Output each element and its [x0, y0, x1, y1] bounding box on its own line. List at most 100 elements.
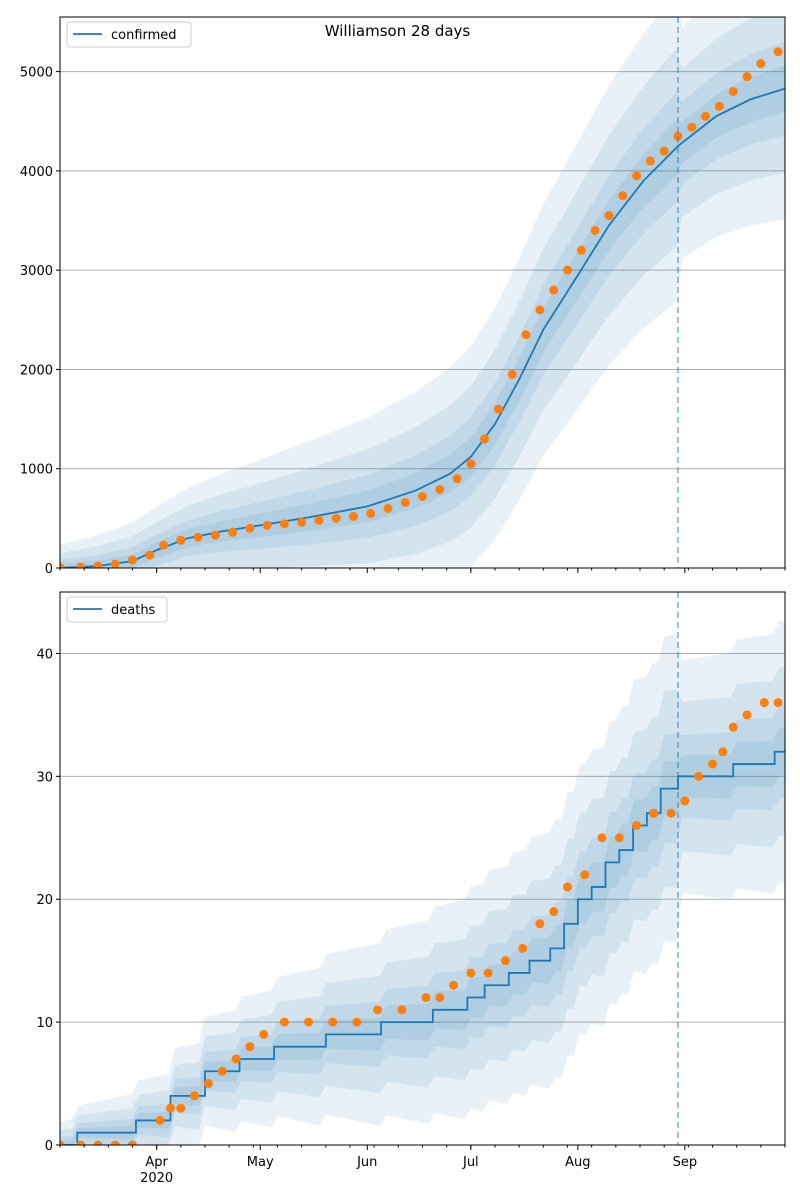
data-point: [449, 980, 459, 990]
data-point: [728, 722, 738, 732]
data-point: [687, 122, 697, 132]
data-point: [493, 404, 503, 414]
data-point: [145, 550, 155, 560]
data-point: [314, 515, 324, 525]
data-point: [618, 191, 628, 201]
data-point: [366, 508, 376, 518]
data-point: [76, 1140, 86, 1145]
data-point: [245, 1042, 255, 1052]
data-point: [259, 1029, 269, 1039]
uncertainty-band: [60, 667, 785, 1145]
x-tick-label: Aug: [565, 1155, 590, 1170]
data-point: [759, 698, 769, 708]
plot-area: [60, 17, 785, 568]
y-tick-label: 5000: [20, 66, 53, 81]
data-point: [773, 47, 783, 57]
data-point: [694, 771, 704, 781]
data-point: [60, 1140, 65, 1145]
data-point: [580, 870, 590, 880]
data-point: [549, 907, 559, 917]
y-tick-label: 20: [36, 893, 53, 908]
data-point: [452, 474, 462, 484]
data-point: [231, 1054, 241, 1064]
data-point: [93, 561, 103, 568]
series-line-confirmed: [60, 87, 785, 568]
data-point: [210, 530, 220, 540]
data-point: [76, 562, 86, 568]
data-point: [328, 1017, 338, 1027]
data-point: [614, 833, 624, 843]
data-point: [245, 523, 255, 533]
data-point: [535, 919, 545, 929]
legend-label: deaths: [111, 603, 156, 618]
data-point: [400, 497, 410, 507]
data-point: [421, 993, 431, 1003]
data-point: [563, 265, 572, 275]
data-point: [217, 1066, 227, 1076]
data-point: [666, 808, 676, 818]
data-point: [297, 517, 307, 527]
data-point: [228, 527, 238, 537]
plot-area: [60, 620, 785, 1145]
uncertainty-band: [60, 704, 785, 1145]
data-point: [110, 1140, 120, 1145]
data-point: [155, 1115, 165, 1125]
data-point: [518, 943, 528, 953]
y-tick-label: 3000: [20, 264, 53, 279]
y-tick-label: 10: [36, 1016, 53, 1031]
x-tick-label: Sep: [673, 1155, 698, 1170]
data-point: [563, 882, 572, 892]
data-point: [110, 559, 120, 568]
data-point: [632, 171, 642, 181]
data-point: [466, 968, 476, 978]
deaths-panel: 0 10 20 30 40 Apr May Jun Jul Aug Sep 2020 deaths: [36, 591, 786, 1186]
data-point: [159, 540, 169, 550]
data-point: [165, 1103, 175, 1113]
data-point: [190, 1091, 200, 1101]
uncertainty-band: [60, 17, 785, 568]
data-point: [331, 513, 341, 523]
data-point: [701, 111, 711, 121]
legend: deaths: [66, 596, 168, 623]
data-point: [590, 225, 600, 235]
data-point: [304, 1017, 314, 1027]
y-tick-label: 0: [45, 562, 53, 577]
data-point: [480, 434, 490, 444]
y-tick-label: 0: [45, 1139, 53, 1154]
confirmed-panel: 0 1000 2000 3000 4000 5000 Williamson 28 days c…: [20, 16, 786, 577]
legend: confirmed: [66, 21, 192, 48]
data-point: [383, 503, 393, 513]
data-point: [576, 245, 586, 255]
series-line-deaths: [60, 750, 785, 1145]
data-point: [279, 519, 289, 529]
data-point: [756, 59, 766, 69]
legend-box: [66, 21, 192, 48]
legend-label: confirmed: [111, 28, 177, 43]
uncertainty-band: [60, 65, 785, 568]
y-tick-label: 4000: [20, 165, 53, 180]
data-point: [193, 532, 203, 542]
y-tick-label: 30: [36, 770, 53, 785]
data-point: [352, 1017, 362, 1027]
data-point: [176, 535, 186, 545]
data-point: [645, 156, 655, 166]
x-tick-label: Apr: [145, 1155, 168, 1170]
data-point: [128, 555, 137, 565]
x-tick-label: May: [247, 1155, 274, 1170]
data-point: [549, 285, 559, 295]
data-point: [397, 1005, 407, 1015]
data-point: [483, 968, 493, 978]
data-point: [176, 1103, 186, 1113]
x-tick-label: Jun: [356, 1155, 377, 1170]
y-tick-label: 2000: [20, 363, 53, 378]
data-point: [659, 146, 669, 156]
data-point: [128, 1140, 137, 1145]
data-point: [714, 101, 724, 111]
data-point: [373, 1005, 383, 1015]
data-point: [728, 86, 738, 96]
data-point: [632, 820, 642, 830]
data-point: [418, 492, 427, 502]
data-point: [348, 511, 358, 521]
data-point: [93, 1140, 103, 1145]
